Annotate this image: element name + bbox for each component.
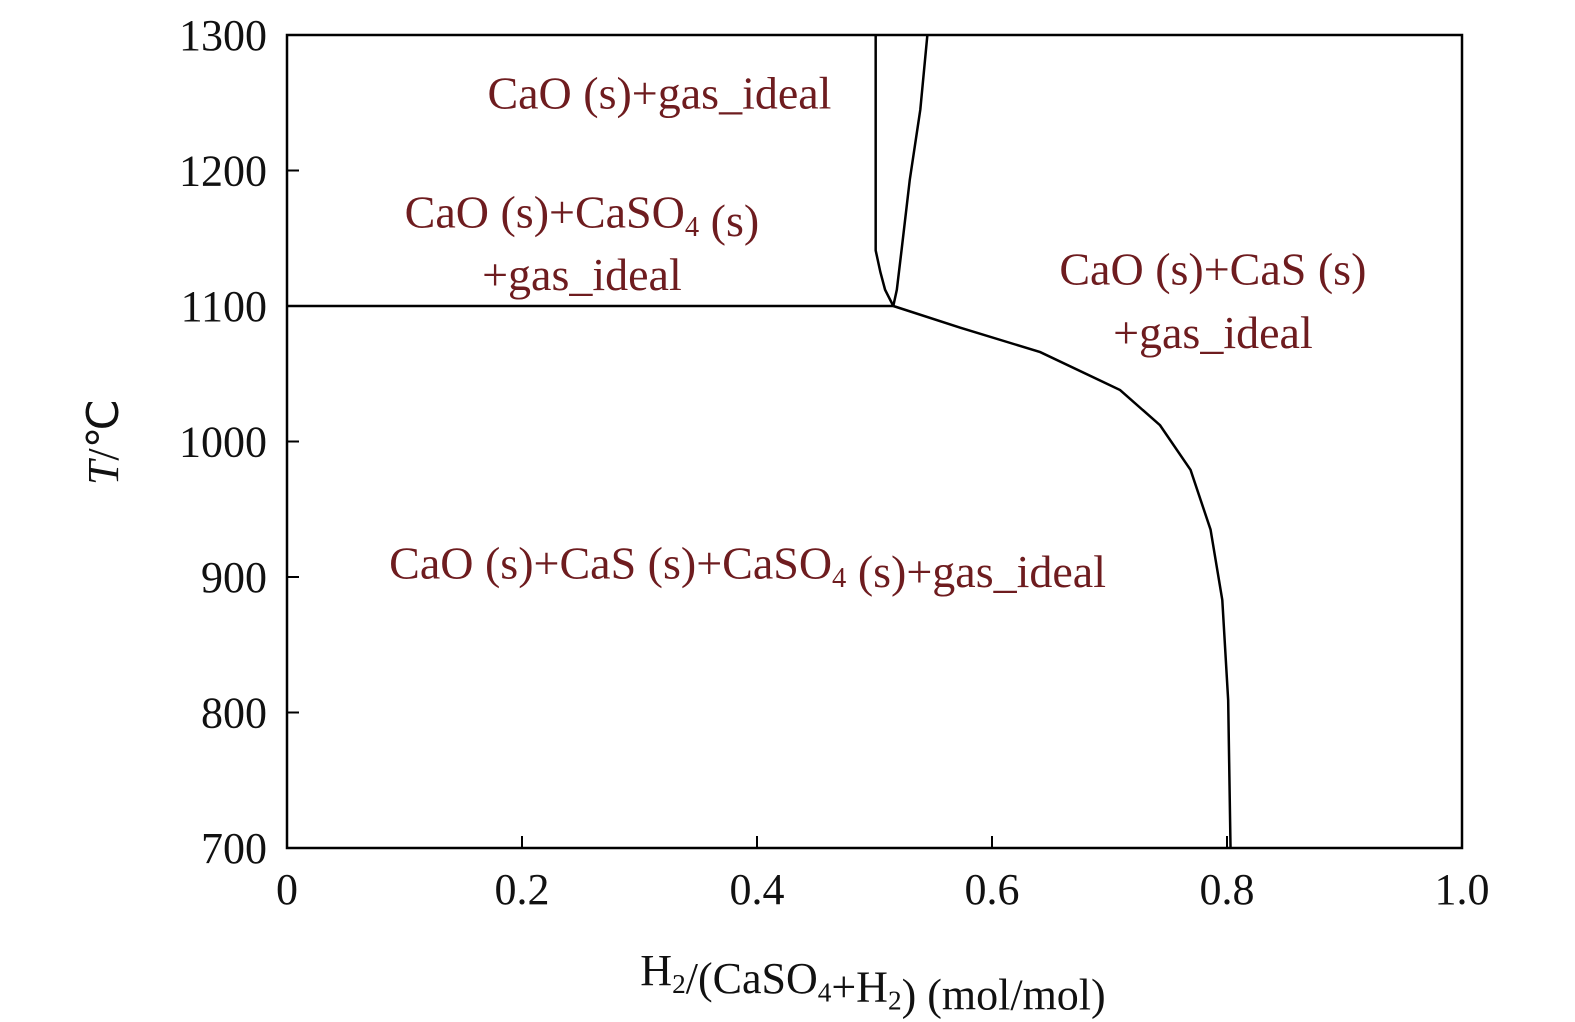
text-segment: (s)+gas_ideal [846,546,1106,597]
subscript: 4 [685,212,699,243]
y-tick-label: 1300 [179,11,267,60]
boundary-cas-boundary [892,304,1232,849]
text-segment: +H [831,962,888,1011]
x-axis-title: H2/(CaSO4+H2) (mol/mol) [640,946,1105,1020]
text-segment: /℃ [79,399,128,461]
region-label: CaO (s)+CaS (s) [1059,243,1366,294]
italic-text: T [79,457,128,485]
x-tick-label: 0 [276,865,298,914]
y-tick-label: 800 [201,689,267,738]
region-label: +gas_ideal [1113,307,1313,358]
y-tick-label: 1100 [181,282,267,331]
y-tick-label: 1200 [179,147,267,196]
subscript: 4 [818,977,832,1007]
text-segment: +gas_ideal [1113,307,1313,358]
region-label: CaO (s)+gas_ideal [487,67,831,118]
subscript: 4 [832,563,846,594]
axis-ticks: 0 0.2 0.4 0.6 0.8 1.0 700 800 900 1000 1100 1200 130… [179,11,1490,914]
y-axis-title: T/℃ [79,399,128,485]
y-tick-label: 700 [201,824,267,873]
boundary-right-narrow [892,34,929,307]
region-label: CaO (s)+CaSO4 (s) [405,187,760,247]
text-segment: ) (mol/mol) [902,971,1106,1020]
text-segment: CaO (s)+gas_ideal [487,67,831,118]
text-segment: (s) [699,195,759,246]
text-segment: CaO (s)+CaSO [405,187,685,238]
text-segment: H [640,946,672,995]
y-tick-label: 1000 [179,418,267,467]
x-tick-label: 1.0 [1435,865,1490,914]
text-segment: CaO (s)+CaS (s) [1059,243,1366,294]
text-segment: CaO (s)+CaS (s)+CaSO [389,537,832,588]
y-tick-label: 900 [201,553,267,602]
x-tick-label: 0.4 [730,865,785,914]
x-tick-label: 0.6 [965,865,1020,914]
boundary-left-narrow [874,35,895,307]
x-tick-label: 0.2 [495,865,550,914]
subscript: 2 [888,986,902,1016]
text-segment: +gas_ideal [482,249,682,300]
boundary-lines [287,34,1232,849]
text-segment: /(CaSO [686,954,818,1003]
x-tick-label: 0.8 [1200,865,1255,914]
subscript: 2 [672,969,686,999]
region-label: CaO (s)+CaS (s)+CaSO4 (s)+gas_ideal [389,537,1106,597]
region-label: +gas_ideal [482,249,682,300]
